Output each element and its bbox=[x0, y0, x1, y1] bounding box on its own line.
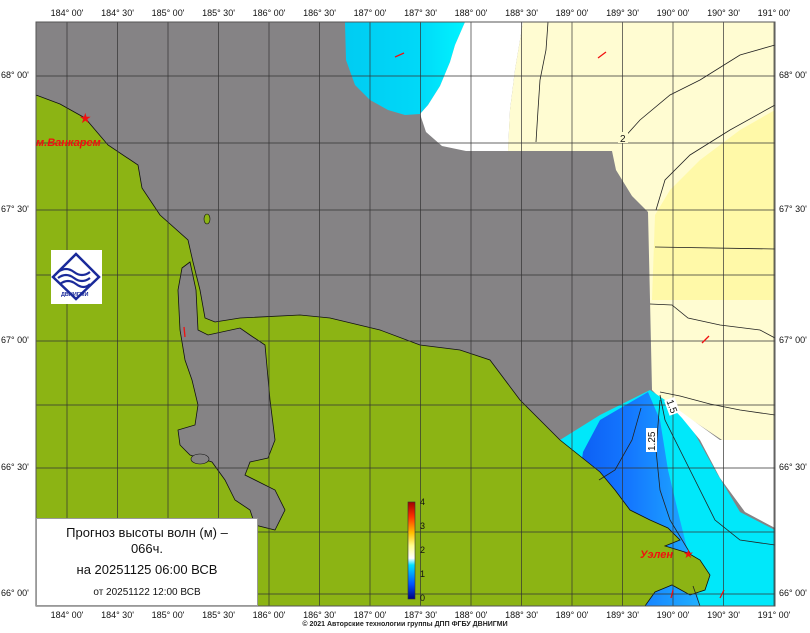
contour-label-1-25: 1.25 bbox=[646, 428, 658, 452]
longitude-label-bottom: 189° 00' bbox=[555, 610, 589, 620]
direction-arrow bbox=[394, 52, 405, 58]
legend-lead-time: 066ч. bbox=[130, 541, 164, 556]
contour-label-1-5: 1.5 bbox=[664, 396, 680, 416]
latitude-label-right: 66° 00' bbox=[779, 588, 807, 598]
longitude-label-bottom: 184° 00' bbox=[50, 610, 84, 620]
longitude-label-top: 190° 00' bbox=[656, 8, 690, 18]
longitude-label-top: 189° 00' bbox=[555, 8, 589, 18]
wave-direction-arrows bbox=[183, 51, 725, 599]
longitude-label-top: 188° 00' bbox=[454, 8, 488, 18]
longitude-label-top: 191° 00' bbox=[757, 8, 791, 18]
colorbar-tick: 1 bbox=[420, 569, 426, 579]
map-frame bbox=[35, 21, 776, 607]
contour-label-2: 2 bbox=[618, 132, 628, 145]
latitude-label-right: 68° 00' bbox=[779, 70, 807, 80]
contour-line bbox=[621, 44, 776, 141]
contour-line bbox=[655, 104, 776, 211]
contour-line bbox=[535, 21, 549, 143]
direction-arrow bbox=[183, 326, 186, 338]
longitude-label-top: 188° 30' bbox=[505, 8, 538, 18]
legend-title: Прогноз высоты волн (м) – bbox=[66, 525, 228, 540]
colorbar-tick: 3 bbox=[420, 521, 426, 531]
land bbox=[35, 94, 711, 607]
graticule bbox=[36, 22, 775, 606]
contour-line bbox=[598, 407, 642, 481]
colorbar-tick: 0 bbox=[420, 593, 426, 603]
svg-text:ДВНИГМИ: ДВНИГМИ bbox=[61, 292, 89, 298]
wave-field-yellow bbox=[508, 22, 775, 440]
longitude-label-bottom: 185° 00' bbox=[151, 610, 185, 620]
longitude-label-bottom: 186° 00' bbox=[252, 610, 286, 620]
longitude-label-top: 184° 30' bbox=[101, 8, 134, 18]
longitude-label-top: 186° 00' bbox=[252, 8, 286, 18]
colorbar-tick: 4 bbox=[420, 497, 426, 507]
latitude-label-left: 68° 00' bbox=[1, 70, 29, 80]
forecast-legend: Прогноз высоты волн (м) – 066ч. на 20251… bbox=[36, 518, 258, 606]
longitude-label-bottom: 188° 00' bbox=[454, 610, 488, 620]
contour-line bbox=[654, 246, 776, 250]
direction-arrow bbox=[597, 51, 607, 59]
longitude-label-top: 185° 30' bbox=[202, 8, 235, 18]
contour-lines bbox=[535, 21, 776, 607]
latitude-label-right: 67° 00' bbox=[779, 335, 807, 345]
longitude-label-bottom: 189° 30' bbox=[606, 610, 639, 620]
place-label-uelen: Уэлен bbox=[640, 549, 673, 561]
legend-valid-time: на 20251125 06:00 ВСВ bbox=[76, 562, 218, 577]
latitude-label-right: 66° 30' bbox=[779, 462, 807, 472]
svg-text:1.25: 1.25 bbox=[647, 431, 658, 451]
longitude-label-bottom: 191° 00' bbox=[757, 610, 791, 620]
latitude-label-left: 66° 30' bbox=[1, 462, 29, 472]
contour-line bbox=[659, 394, 776, 546]
longitude-label-top: 189° 30' bbox=[606, 8, 639, 18]
longitude-label-bottom: 187° 30' bbox=[404, 610, 437, 620]
longitude-label-top: 190° 30' bbox=[707, 8, 740, 18]
dvnigmi-logo: ДВНИГМИ bbox=[51, 250, 102, 304]
direction-arrow bbox=[701, 335, 710, 344]
station-star-vankarem: ★ bbox=[79, 110, 92, 126]
longitude-label-top: 187° 30' bbox=[404, 8, 437, 18]
wave-field-white-south bbox=[665, 400, 775, 528]
place-label-vankarem: м.Ванкарем bbox=[36, 137, 101, 149]
contour-line bbox=[649, 303, 776, 339]
longitude-label-bottom: 190° 30' bbox=[707, 610, 740, 620]
latitude-label-right: 67° 30' bbox=[779, 204, 807, 214]
station-star-uelen: ★ bbox=[683, 547, 694, 561]
longitude-label-bottom: 187° 00' bbox=[353, 610, 387, 620]
longitude-label-top: 186° 30' bbox=[303, 8, 336, 18]
contour-line bbox=[659, 391, 776, 416]
longitude-label-bottom: 186° 30' bbox=[303, 610, 336, 620]
longitude-label-bottom: 184° 30' bbox=[101, 610, 134, 620]
copyright-footer: © 2021 Авторские технологии группы ДПП Ф… bbox=[302, 621, 508, 628]
legend-issued-time: от 20251122 12:00 ВСВ bbox=[93, 587, 201, 598]
svg-text:1.5: 1.5 bbox=[664, 398, 679, 415]
latitude-label-left: 66° 00' bbox=[1, 588, 29, 598]
longitude-label-bottom: 185° 30' bbox=[202, 610, 235, 620]
contour-line bbox=[655, 399, 691, 554]
direction-arrow bbox=[719, 589, 725, 599]
longitude-label-bottom: 190° 00' bbox=[656, 610, 690, 620]
svg-text:2: 2 bbox=[620, 134, 626, 145]
colorbar bbox=[407, 501, 416, 600]
wave-field-white-north bbox=[420, 22, 523, 151]
direction-arrow bbox=[670, 589, 674, 599]
latitude-label-left: 67° 00' bbox=[1, 335, 29, 345]
wave-field-cyan-north bbox=[345, 22, 465, 115]
longitude-label-bottom: 188° 30' bbox=[505, 610, 538, 620]
island bbox=[190, 453, 210, 465]
longitude-label-top: 185° 00' bbox=[151, 8, 185, 18]
latitude-label-left: 67° 30' bbox=[1, 204, 29, 214]
colorbar-tick: 2 bbox=[420, 545, 426, 555]
contour-line bbox=[692, 585, 701, 607]
wave-field-yellow-deep bbox=[652, 110, 775, 300]
longitude-label-top: 184° 00' bbox=[50, 8, 84, 18]
island bbox=[203, 213, 211, 225]
longitude-label-top: 187° 00' bbox=[353, 8, 387, 18]
